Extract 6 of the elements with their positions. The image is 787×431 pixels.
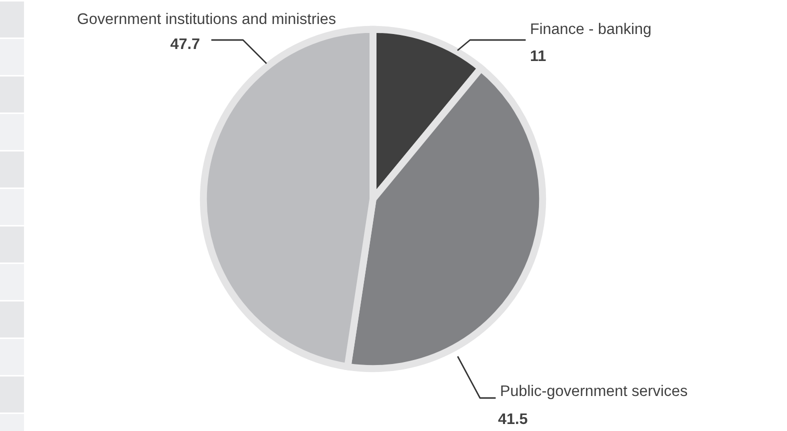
slice-label: Government institutions and ministries: [78, 12, 336, 24]
data-label: 11: [530, 50, 546, 61]
slice-label: Public-government services: [501, 384, 688, 400]
slice-label: Finance - banking: [531, 22, 650, 38]
data-label: 41.5: [498, 413, 528, 424]
data-label: 47.7: [170, 38, 200, 49]
